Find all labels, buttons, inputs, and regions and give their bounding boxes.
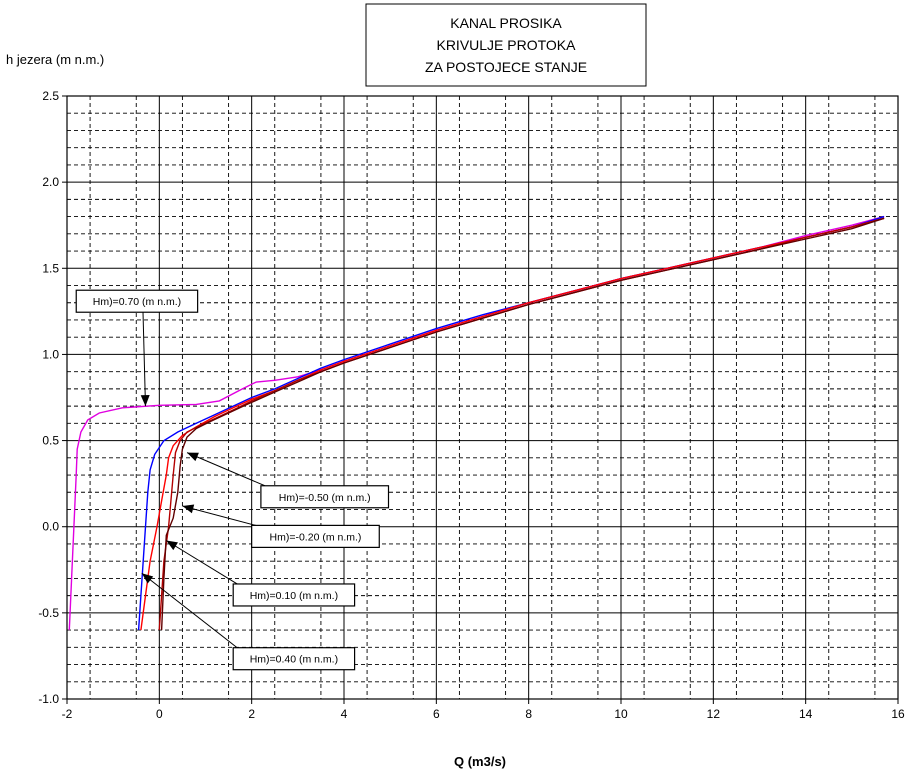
x-tick-label: 14 xyxy=(799,707,813,721)
series-line xyxy=(160,217,885,631)
x-tick-label: 12 xyxy=(707,707,721,721)
annotation-label: Hm)=0.70 (m n.m.) xyxy=(93,296,181,308)
x-tick-label: 16 xyxy=(891,707,905,721)
annotation-box xyxy=(75,289,199,313)
annotation-arrow-line xyxy=(182,505,256,526)
chart-title-line-1: KANAL PROSIKA xyxy=(450,15,562,31)
chart-title-line-3: ZA POSTOJECE STANJE xyxy=(425,59,587,75)
annotation-box xyxy=(232,647,356,671)
annotation-box xyxy=(260,485,390,509)
annotation-group: Hm)=0.70 (m n.m.) Hm)=-0.50 (m n.m.) Hm)=-… xyxy=(75,289,390,671)
annotation-label: Hm)=0.10 (m n.m.) xyxy=(250,590,338,602)
annotation-arrow-line xyxy=(141,572,238,649)
annotation-arrowhead xyxy=(140,394,150,407)
annotation-arrow-line xyxy=(165,540,238,585)
annotation-label: Hm)=-0.20 (m n.m.) xyxy=(270,531,362,543)
annotation-arrow-line xyxy=(186,452,266,487)
chart-title-box: KANAL PROSIKA KRIVULJE PROTOKA ZA POSTOJ… xyxy=(365,3,647,87)
chart-title-line-2: KRIVULJE PROTOKA xyxy=(436,37,576,53)
series-group xyxy=(68,215,885,631)
x-tick-label: 8 xyxy=(525,707,532,721)
y-tick-label: -1.0 xyxy=(38,692,59,706)
x-tick-label: 2 xyxy=(248,707,255,721)
minor-grid xyxy=(67,96,898,699)
x-tick-label: 10 xyxy=(614,707,628,721)
y-tick-label: 0.0 xyxy=(42,520,59,534)
annotation-box xyxy=(251,524,380,548)
y-axis-title: h jezera (m n.m.) xyxy=(6,52,104,67)
annotation-arrowhead xyxy=(182,504,195,514)
x-tick-label: -2 xyxy=(62,707,73,721)
series-line xyxy=(140,217,885,631)
y-tick-label: 0.5 xyxy=(42,434,59,448)
x-axis-title: Q (m3/s) xyxy=(454,754,506,769)
annotation-box xyxy=(232,583,356,607)
x-tick-label: 4 xyxy=(341,707,348,721)
y-tick-label: 1.5 xyxy=(42,261,59,275)
x-tick-label: 6 xyxy=(433,707,440,721)
plot-frame xyxy=(66,95,899,700)
y-tick-label: -0.5 xyxy=(38,606,59,620)
series-line xyxy=(158,217,885,631)
annotation-label: Hm)=-0.50 (m n.m.) xyxy=(279,492,371,504)
x-tick-label: 0 xyxy=(156,707,163,721)
annotation-arrow-line xyxy=(142,312,146,407)
plot-area: -2 0 2 4 6 8 10 12 14 16 -1.0 -0.5 0.0 0.5 1.0 1.5 2.0 2.… xyxy=(38,89,905,721)
y-tick-label: 2.5 xyxy=(42,89,59,103)
annotation-arrowhead xyxy=(141,573,154,584)
annotation-label: Hm)=0.40 (m n.m.) xyxy=(250,654,338,666)
annotation-arrowhead xyxy=(166,540,178,551)
y-tick-label: 1.0 xyxy=(42,347,59,361)
annotation-arrowhead xyxy=(187,452,199,462)
y-tick-label: 2.0 xyxy=(42,175,59,189)
